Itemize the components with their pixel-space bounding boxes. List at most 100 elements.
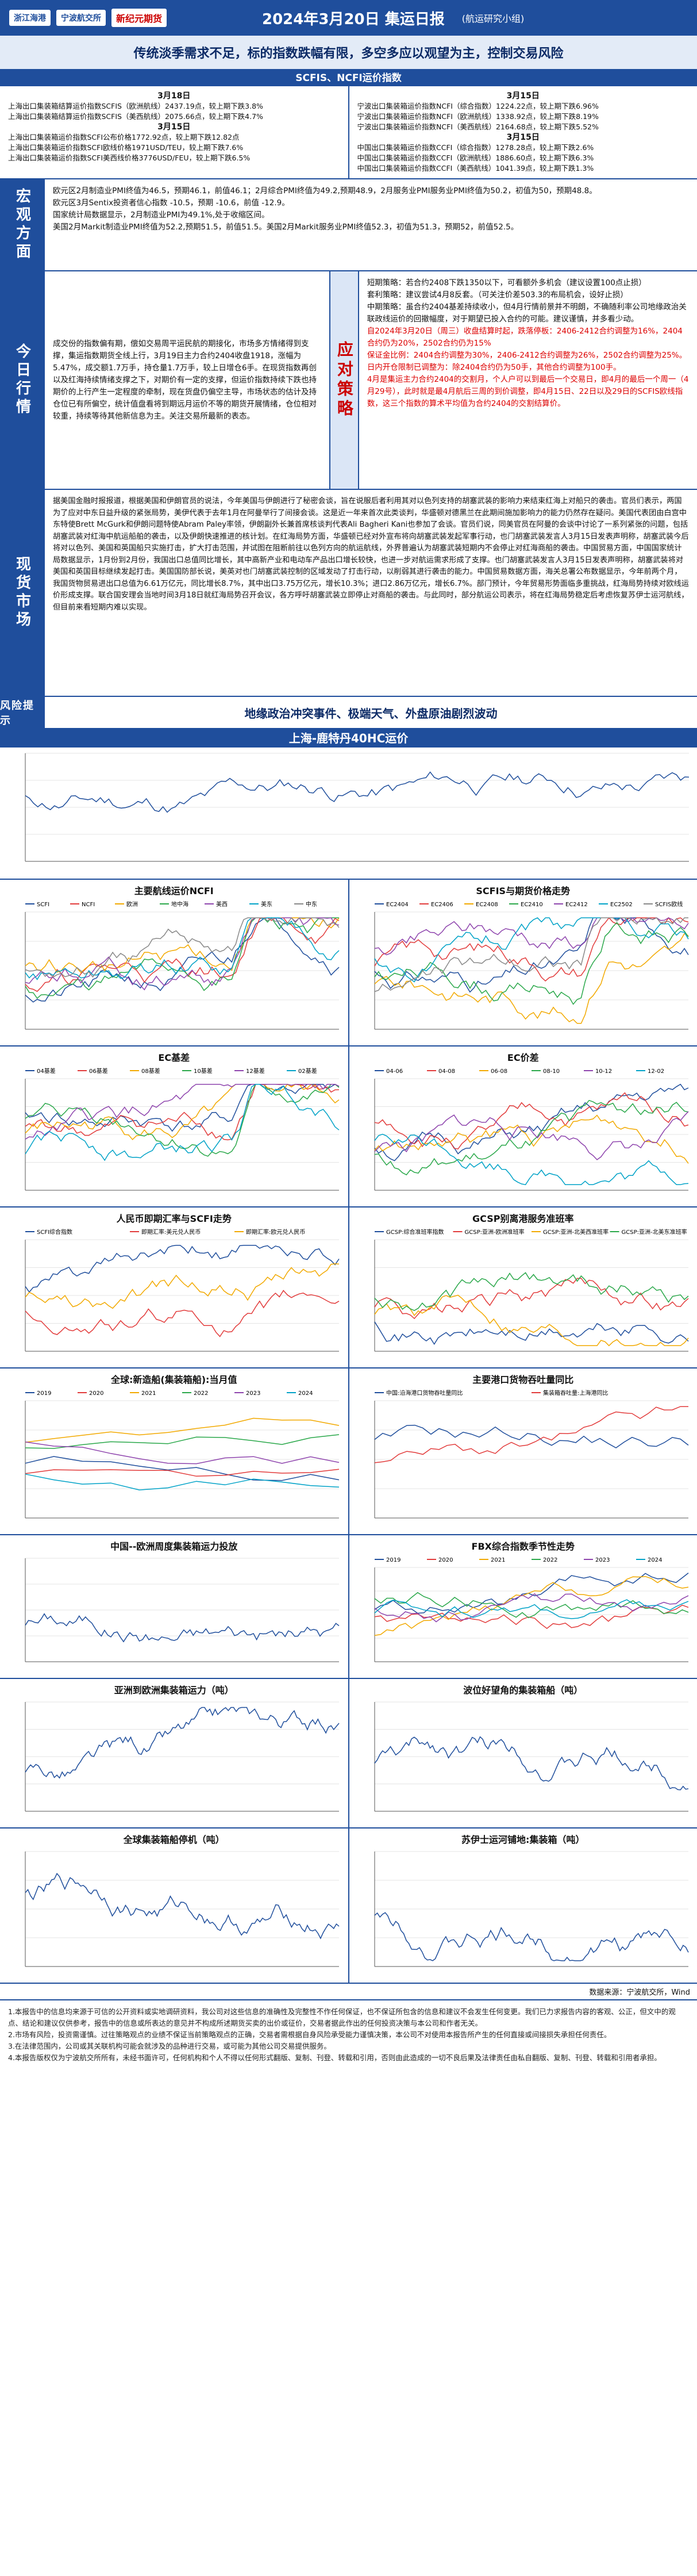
rule-delivery: 4月是集运主力合约2404的交割月，个人户可以到最后一个交易日，即4月的最后一个… [367,375,689,408]
macro-paragraph: 欧元区2月制造业PMI终值为46.5，预期46.1，前值46.1；2月综合PMI… [53,186,597,195]
chart-title: SCFIS与期货价格走势 [476,885,571,896]
today-body: 成交份的指数偏有期，偿如交易周平运民航的期接化，市场多方情绪得到支撑，集运指数期… [45,271,697,489]
series-line [374,1593,688,1623]
legend-label: 04-06 [386,1068,403,1075]
chart-title: 中国--欧洲周度集装箱运力投放 [110,1541,238,1552]
date-label: 3月15日 [506,91,540,101]
series-line [25,917,340,980]
chart-c12: 波位好望角的集装箱船（吨） [348,1679,697,1827]
chart-band: 上海-鹿特丹40HC运价 [0,729,697,747]
legend-label: GCSP:综合准班率指数 [386,1228,444,1236]
chart-row: 主要航线运价NCFI SCFI NCFI 欧洲 地中海 美西 美东 中东 SCFIS与期货价格… [0,880,697,1046]
series-line [374,1424,688,1448]
headline: 传统淡季需求不足，标的指数跌幅有限，多空多应以观望为主，控制交易风险 [0,36,697,70]
index-line: 宁波出口集装箱运价指数NCFI（欧洲航线）1338.92点，较上期下跌8.19% [357,112,599,121]
index-line: 中国出口集装箱运价指数CCFI（美西航线）1041.39点，较上期下跌1.3% [357,164,594,172]
chart-c1: 主要航线运价NCFI SCFI NCFI 欧洲 地中海 美西 美东 中东 [0,880,348,1045]
legend-label: EC2404 [386,902,409,908]
legend-label: 2020 [438,1557,453,1563]
chart-title: 苏伊士运河铺地:集装箱（吨） [461,1834,585,1845]
legend-label: EC2406 [431,902,453,908]
scfis-band: SCFIS、NCFI运价指数 [0,70,697,86]
report-title: 2024年3月20日 集运日报 [262,10,445,28]
macro-body: 欧元区2月制造业PMI终值为46.5，预期46.1，前值46.1；2月综合PMI… [45,179,697,270]
legend-label: 10基差 [194,1067,213,1075]
legend-label: EC2502 [610,902,633,908]
series-line [25,1417,340,1443]
series-line [373,922,689,1005]
index-line: 宁波出口集装箱运价指数NCFI（综合指数）1224.22点，较上期下跌6.96% [357,102,599,110]
today-section: 今日行情 成交份的指数偏有期，偿如交易周平运民航的期接化，市场多方情绪得到支撑，… [0,271,697,490]
chart-c5: 人民币即期汇率与SCFI走势 SCFI综合指数 即期汇率:美元兑人民币 即期汇率:欧元… [0,1208,348,1367]
index-line: 上海出口集装箱结算运价指数SCFIS（美西航线）2075.66点，较上期下跌4.… [8,112,263,121]
series-line [373,917,689,983]
series-line [374,1599,688,1619]
series-line [374,917,688,992]
logo-ningbo-shipping: 宁波航交所 [56,10,106,26]
legend-label: 欧洲 [126,901,138,908]
strategy-label: 应对策略 [329,271,359,489]
report-header: 浙江海港 宁波航交所 新纪元期货 2024年3月20日 集运日报 (航运研究小组… [0,0,697,36]
chart-c3: EC基差 04基差 06基差 08基差 10基差 12基差 02基差 [0,1046,348,1206]
series-line [373,1114,689,1164]
chart-row: 人民币即期汇率与SCFI走势 SCFI综合指数 即期汇率:美元兑人民币 即期汇率:欧元… [0,1208,697,1368]
chart-top [0,747,697,880]
logo-group: 浙江海港 宁波航交所 新纪元期货 [9,9,216,27]
rule-limit: 自2024年3月20日（周三）收盘结算时起，跌落停板：2406-2412合约调整… [367,327,683,348]
legend-label: EC2408 [476,902,498,908]
legend-label: 08-10 [543,1068,560,1075]
scfis-left: 3月18日 上海出口集装箱结算运价指数SCFIS（欧洲航线）2437.19点，较… [0,86,348,178]
legend-label: 2020 [89,1390,103,1397]
chart-title: EC价差 [507,1052,539,1063]
chart-c7: 全球:新造船(集装箱船):当月值 2019 2020 2021 2022 2023 2024 [0,1368,348,1534]
legend-label: 即期汇率:美元兑人民币 [141,1228,201,1236]
spot-section: 现货市场 据美国金融时报报道，根据美国和伊朗官员的说法，今年美国与伊朗进行了秘密… [0,490,697,697]
chart-title: 全球:新造船(集装箱船):当月值 [111,1374,237,1385]
series-line [373,917,688,982]
chart-c9: 中国--欧洲周度集装箱运力投放 [0,1535,348,1678]
risk-section: 风险提示 地缘政治冲突事件、极端天气、外盘原油剧烈波动 [0,697,697,729]
series-line [25,771,690,813]
legend-label: 2021 [491,1557,505,1563]
series-line [373,1321,689,1346]
series-line [374,1575,688,1636]
legend-label: 2019 [37,1390,51,1397]
legend-label: GCSP:亚洲-欧洲准班率 [464,1228,524,1236]
series-line [373,1736,688,1791]
date-label: 3月15日 [506,133,540,142]
legend-label: 美西 [216,900,228,908]
legend-label: SCFI [37,902,49,908]
legend-label: 集装箱吞吐量:上海港同比 [543,1389,608,1397]
spot-body: 据美国金融时报报道，根据美国和伊朗官员的说法，今年美国与伊朗进行了秘密会谈，旨在… [53,497,689,612]
legend-label: GCSP:亚洲-北美东准班率 [621,1228,687,1236]
chart-c2: SCFIS与期货价格走势 EC2404 EC2406 EC2408 EC2410 EC24… [348,880,697,1045]
series-line [373,1294,689,1347]
series-line [25,1873,340,1939]
series-line [25,1083,340,1162]
chart-title: 主要港口货物吞吐量同比 [472,1374,574,1385]
chart-c4: EC价差 04-06 04-08 06-08 08-10 10-12 12-02 [348,1046,697,1206]
series-line [373,917,689,993]
series-line [25,1083,340,1140]
series-line [25,1442,340,1465]
arbitrage-strategy: 套利策略：建议尝试4月8反套。（可关注价差503.3的布局机会，设好止损） [367,290,628,300]
chart-c6: GCSP别离港服务准班率 GCSP:综合准班率指数 GCSP:亚洲-欧洲准班率 GCS… [348,1208,697,1367]
series-line [25,1707,340,1779]
report-subtitle: (航运研究小组) [461,13,525,24]
series-line [25,917,340,991]
legend-label: 02基差 [298,1067,317,1075]
market-review-text: 成交份的指数偏有期，偿如交易周平运民航的期接化，市场多方情绪得到支撑，集运指数期… [53,339,317,421]
chart-row: EC基差 04基差 06基差 08基差 10基差 12基差 02基差 EC价差 04-06 04… [0,1046,697,1208]
legend-label: 08基差 [141,1067,160,1075]
disclaimer: 1.本报告中的信息均来源于可信的公开资料或实地调研资料，我公司对这些信息的准确性… [0,2000,697,2069]
series-line [25,1469,340,1477]
series-line [25,1263,340,1309]
legend-label: NCFI [82,902,95,908]
legend-label: 2022 [543,1557,557,1563]
macro-section: 宏观方面 欧元区2月制造业PMI终值为46.5，预期46.1，前值46.1；2月… [0,179,697,271]
series-line [373,933,688,1024]
index-line: 中国出口集装箱运价指数CCFI（综合指数）1278.28点，较上期下跌2.6% [357,143,594,152]
legend-label: GCSP:亚洲-北美西准班率 [543,1228,609,1236]
disclaimer-paragraph: 3.在法律范围内，公司或其关联机构可能会就涉及的品种进行交易，或可能为其他公司交… [8,2042,331,2050]
rule-margin: 保证金比例：2404合约调整为30%，2406-2412合约调整为26%，250… [367,351,687,360]
